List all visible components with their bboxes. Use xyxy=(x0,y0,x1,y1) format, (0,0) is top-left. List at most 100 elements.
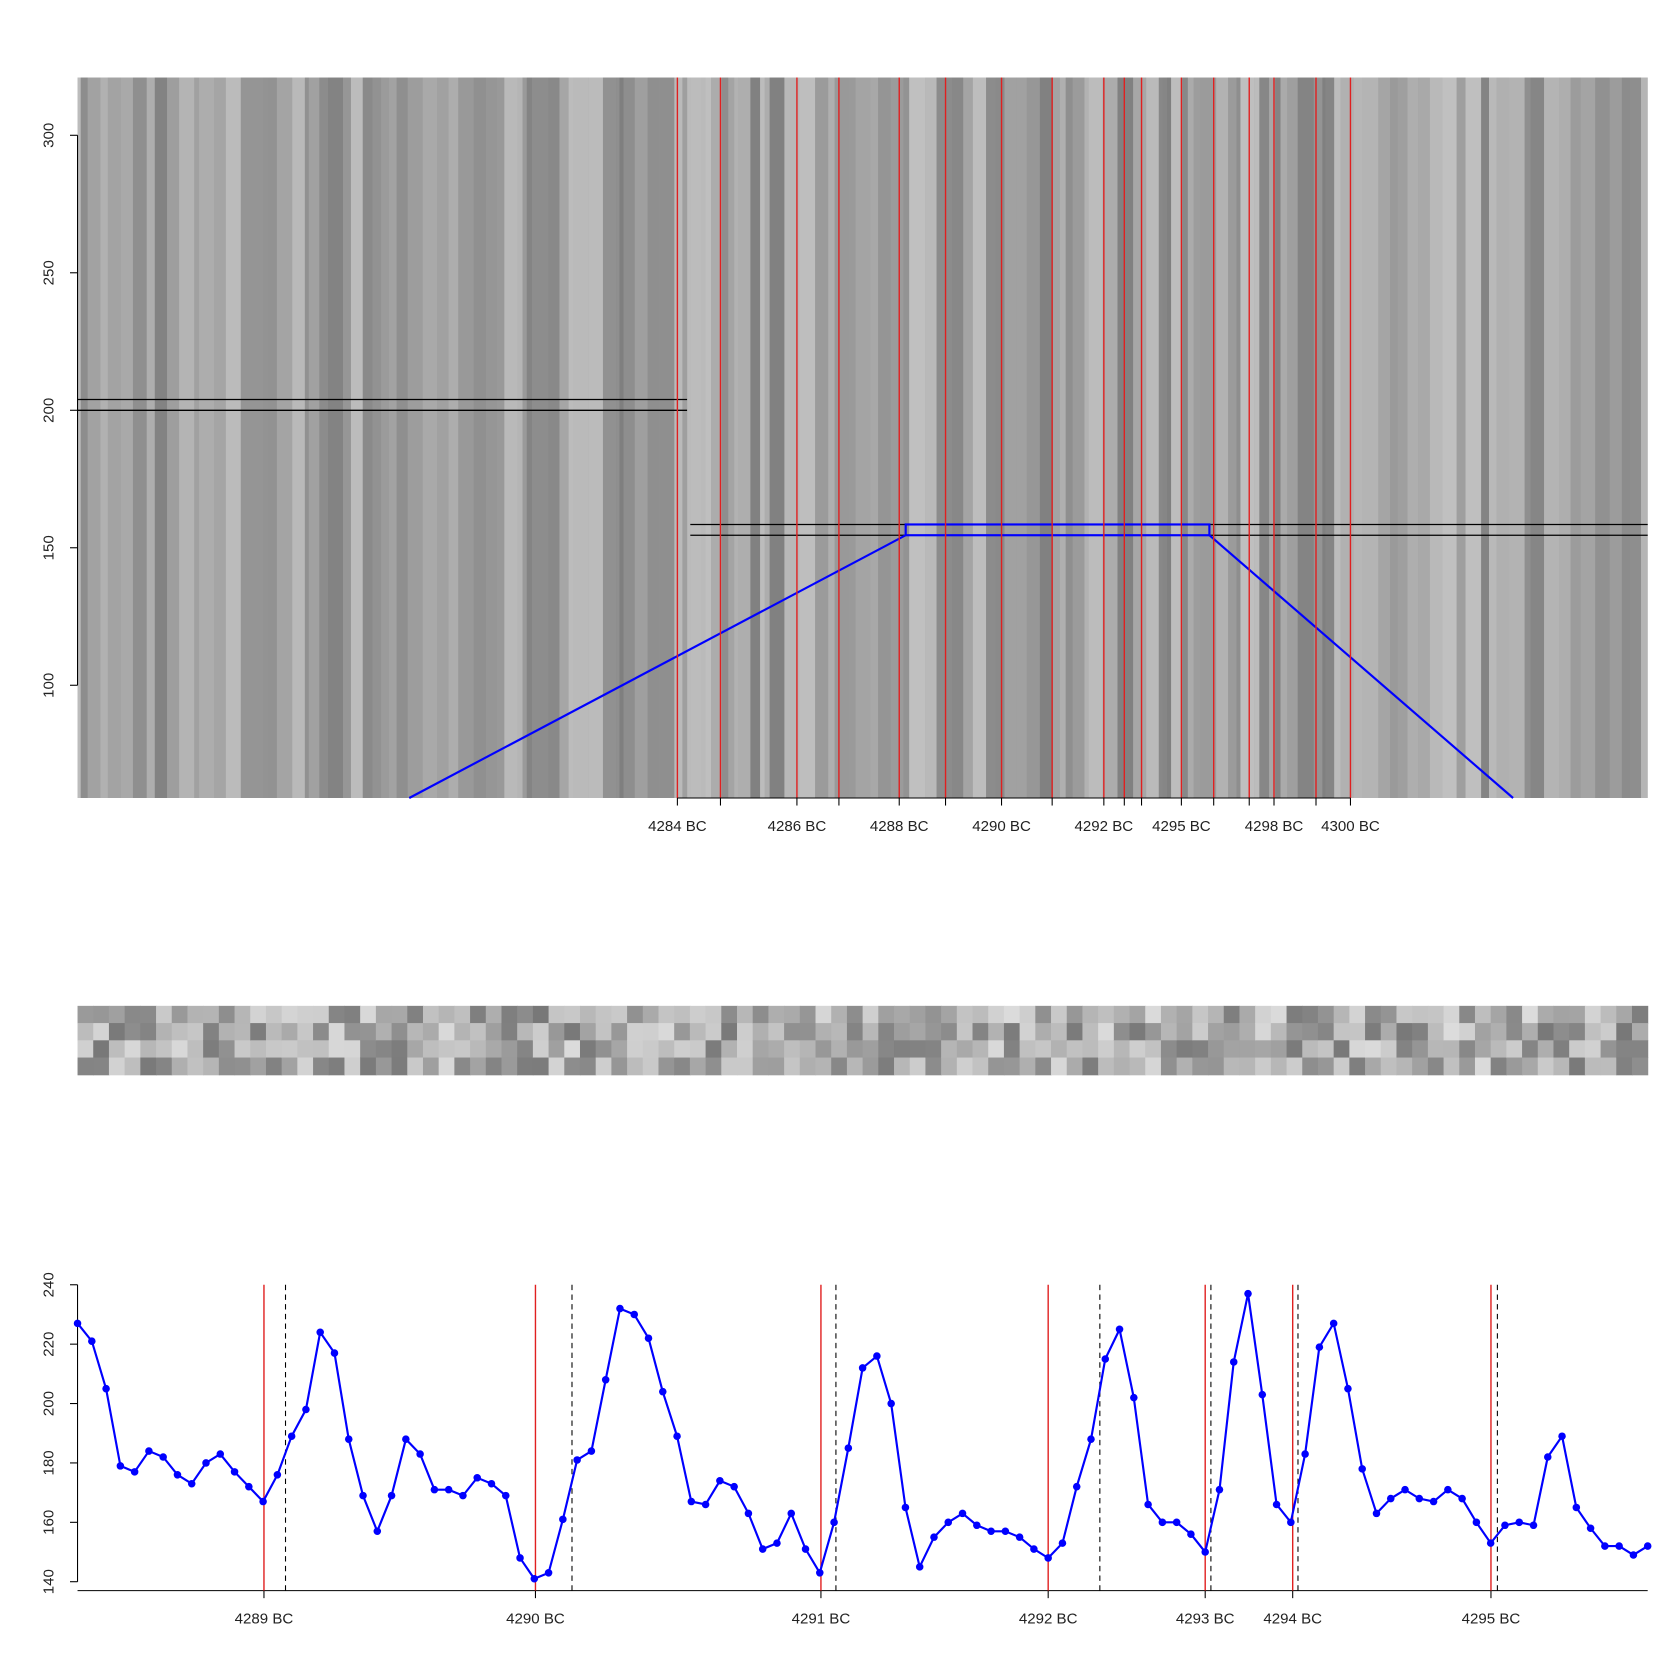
image-texture xyxy=(619,77,624,799)
strip-pixel xyxy=(627,1057,644,1076)
strip-pixel xyxy=(1082,1023,1099,1041)
strip-pixel xyxy=(1223,1040,1240,1059)
strip-pixel xyxy=(1600,1057,1617,1076)
strip-pixel xyxy=(93,1057,110,1076)
point xyxy=(1030,1545,1038,1553)
strip-pixel xyxy=(203,1057,220,1076)
strip-pixel xyxy=(1239,1005,1256,1024)
strip-pixel xyxy=(485,1040,503,1059)
strip-pixel xyxy=(1208,1005,1225,1024)
strip-pixel xyxy=(1270,1040,1288,1059)
image-texture xyxy=(422,77,438,799)
strip-pixel xyxy=(438,1005,455,1024)
strip-pixel xyxy=(878,1005,895,1024)
image-texture xyxy=(711,77,722,799)
strip-pixel xyxy=(281,1040,298,1059)
strip-pixel xyxy=(391,1023,408,1041)
strip-pixel xyxy=(705,1005,722,1024)
strip-pixel xyxy=(768,1057,785,1076)
image-texture xyxy=(1580,77,1596,799)
strip-pixel xyxy=(454,1005,471,1024)
point xyxy=(416,1450,424,1458)
strip-pixel xyxy=(674,1057,691,1076)
strip-pixel xyxy=(878,1040,895,1059)
strip-pixel xyxy=(265,1040,283,1059)
strip-pixel xyxy=(313,1057,330,1076)
strip-pixel xyxy=(768,1005,785,1024)
point xyxy=(559,1515,567,1524)
point xyxy=(473,1474,481,1482)
image-texture xyxy=(734,77,739,799)
strip-pixel xyxy=(77,1023,94,1041)
point xyxy=(145,1447,153,1455)
strip-pixel xyxy=(721,1023,738,1041)
strip-pixel xyxy=(93,1023,110,1041)
point xyxy=(1429,1497,1438,1506)
strip-pixel xyxy=(988,1023,1005,1041)
strip-pixel xyxy=(799,1023,817,1041)
strip-pixel xyxy=(595,1005,612,1024)
image-texture xyxy=(1313,77,1323,799)
strip-pixel xyxy=(124,1057,141,1076)
strip-pixel xyxy=(1082,1057,1099,1076)
image-texture xyxy=(1193,77,1201,799)
strip-pixel xyxy=(407,1040,424,1059)
strip-pixel xyxy=(1553,1005,1570,1024)
strip-pixel xyxy=(1365,1057,1382,1076)
image-texture xyxy=(146,77,155,799)
strip-pixel xyxy=(1443,1057,1460,1076)
strip-pixel xyxy=(894,1057,911,1076)
strip-pixel xyxy=(1349,1023,1366,1041)
image-texture xyxy=(1559,77,1571,799)
strip-pixel xyxy=(1145,1023,1162,1041)
strip-pixel xyxy=(1129,1057,1146,1076)
strip-pixel xyxy=(1129,1040,1146,1059)
strip-pixel xyxy=(281,1057,298,1076)
zoom-line xyxy=(1208,534,1514,799)
point xyxy=(359,1491,367,1500)
strip-pixel xyxy=(579,1023,597,1041)
point xyxy=(73,1319,82,1328)
strip-pixel xyxy=(470,1040,487,1059)
strip-pixel xyxy=(171,1005,188,1024)
point xyxy=(1643,1542,1652,1550)
point xyxy=(1601,1542,1609,1550)
strip-pixel xyxy=(470,1005,487,1024)
strip-pixel xyxy=(1474,1023,1492,1041)
point xyxy=(844,1444,853,1452)
image-texture xyxy=(588,77,603,799)
image-texture xyxy=(925,77,937,799)
strip-pixel xyxy=(674,1040,691,1059)
strip-pixel xyxy=(658,1023,675,1041)
image-texture xyxy=(909,77,926,799)
strip-pixel xyxy=(1145,1040,1162,1059)
strip-pixel xyxy=(862,1057,879,1076)
strip-pixel xyxy=(1412,1023,1429,1041)
point xyxy=(1144,1500,1152,1509)
pixel-strip xyxy=(77,1005,1649,1076)
strip-pixel xyxy=(1569,1040,1586,1059)
strip-pixel xyxy=(1616,1005,1633,1024)
strip-pixel xyxy=(375,1040,393,1059)
point xyxy=(302,1405,310,1414)
point xyxy=(1229,1358,1238,1366)
strip-pixel xyxy=(187,1005,204,1024)
x-tick-label: 4291 BC xyxy=(792,1611,851,1628)
strip-pixel xyxy=(737,1057,754,1076)
point xyxy=(130,1468,139,1476)
strip-pixel xyxy=(1019,1057,1036,1076)
point xyxy=(1272,1500,1281,1509)
image-texture xyxy=(1158,77,1163,799)
strip-pixel xyxy=(705,1057,722,1076)
image-texture xyxy=(407,77,423,799)
point xyxy=(787,1509,796,1518)
point xyxy=(430,1485,439,1494)
strip-pixel xyxy=(1396,1023,1413,1041)
strip-pixel xyxy=(1051,1023,1068,1041)
image-texture xyxy=(986,77,996,799)
strip-pixel xyxy=(846,1057,864,1076)
point xyxy=(1586,1524,1595,1533)
image-texture xyxy=(389,77,397,799)
strip-pixel xyxy=(1003,1005,1021,1024)
